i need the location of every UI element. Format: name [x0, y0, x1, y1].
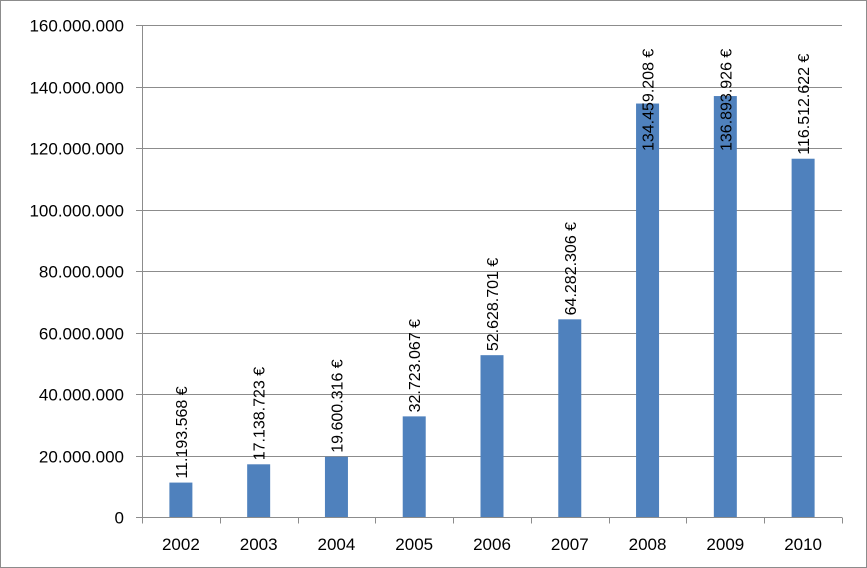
data-label: 17.138.723 € [252, 367, 269, 461]
x-tick-label: 2004 [318, 535, 356, 554]
y-tick-label: 40.000.000 [39, 386, 124, 405]
data-label: 19.600.316 € [329, 359, 346, 453]
data-label: 11.193.568 € [174, 386, 191, 478]
data-label: 64.282.306 € [563, 222, 580, 316]
x-tick-label: 2002 [162, 535, 200, 554]
x-tick-label: 2010 [784, 535, 822, 554]
bar-2010 [791, 158, 815, 517]
x-tick-label: 2007 [551, 535, 589, 554]
y-tick-label: 80.000.000 [39, 263, 124, 282]
bar-2008 [636, 103, 660, 517]
x-tick-label: 2005 [395, 535, 433, 554]
x-tick-label: 2006 [473, 535, 511, 554]
bar-2003 [247, 464, 271, 517]
axes: 0 20.000.000 40.000.000 60.000.000 80.000.00… [29, 17, 843, 528]
y-tick-label: 160.000.000 [29, 17, 124, 36]
x-tick-label: 2003 [240, 535, 278, 554]
data-label: 134.459.208 € [641, 49, 658, 151]
x-tick-label: 2009 [706, 535, 744, 554]
bar-2007 [558, 319, 582, 517]
data-label: 32.723.067 € [407, 319, 424, 413]
bar-2002 [169, 482, 193, 517]
y-tick-label: 20.000.000 [39, 448, 124, 467]
y-tick-label: 100.000.000 [29, 202, 124, 221]
data-label: 116.512.622 € [796, 53, 813, 154]
bar-2006 [480, 355, 504, 517]
labels: 2002 11.193.568 € 2003 17.138.723 € 2004 19.6… [162, 49, 822, 554]
data-label: 52.628.701 € [485, 258, 502, 352]
y-tick-label: 120.000.000 [29, 140, 124, 159]
bar-2004 [324, 456, 348, 517]
bar-2009 [713, 96, 737, 517]
bars [169, 96, 815, 517]
data-label: 136.893.926 € [718, 49, 735, 151]
y-tick-label: 0 [115, 509, 124, 528]
bar-2005 [402, 416, 426, 517]
gridlines [142, 25, 842, 457]
y-tick-label: 140.000.000 [29, 79, 124, 98]
y-tick-label: 60.000.000 [39, 325, 124, 344]
x-tick-label: 2008 [629, 535, 667, 554]
